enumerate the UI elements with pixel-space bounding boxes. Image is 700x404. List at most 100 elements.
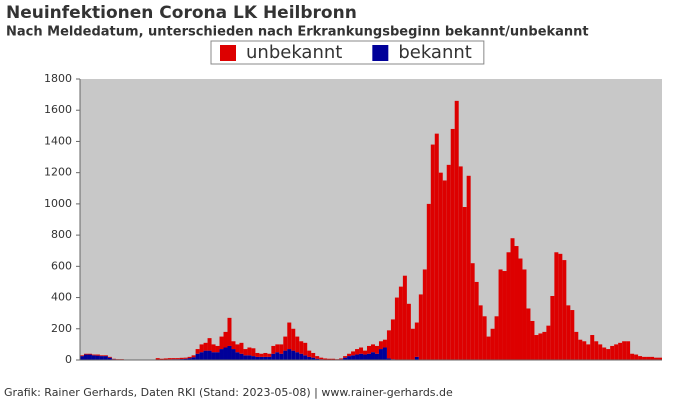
bar-segment xyxy=(216,352,220,360)
bar-segment xyxy=(188,357,192,358)
bar-segment xyxy=(475,282,479,360)
bar-segment xyxy=(176,358,180,359)
bar-segment xyxy=(224,348,228,360)
bar-segment xyxy=(212,344,216,352)
bar-segment xyxy=(247,348,251,356)
bar-segment xyxy=(239,354,243,360)
bar-segment xyxy=(503,271,507,360)
bar-segment xyxy=(299,341,303,353)
bar-segment xyxy=(586,344,590,360)
bar-segment xyxy=(168,358,172,359)
bar-segment xyxy=(463,207,467,360)
bar-segment xyxy=(399,287,403,360)
y-tick-label: 1400 xyxy=(44,134,72,147)
y-tick-label: 1600 xyxy=(44,103,72,116)
bar-segment xyxy=(299,354,303,360)
bar-segment xyxy=(375,346,379,354)
bar-segment xyxy=(263,353,267,357)
bar-segment xyxy=(606,349,610,360)
bar-segment xyxy=(247,355,251,360)
bar-segment xyxy=(96,355,100,356)
bar-segment xyxy=(355,349,359,354)
bar-segment xyxy=(287,323,291,350)
bar-segment xyxy=(164,358,168,359)
bar-segment xyxy=(570,310,574,360)
bar-segment xyxy=(403,276,407,360)
bar-segment xyxy=(92,355,96,360)
chart-title: Neuinfektionen Corona LK Heilbronn xyxy=(6,3,357,23)
bar-segment xyxy=(235,344,239,352)
bar-segment xyxy=(343,356,347,358)
bar-segment xyxy=(610,346,614,360)
bar-segment xyxy=(495,316,499,360)
bar-segment xyxy=(371,352,375,360)
bar-segment xyxy=(224,332,228,348)
bar-segment xyxy=(491,329,495,360)
bar-segment xyxy=(447,165,451,360)
bar-segment xyxy=(614,344,618,360)
legend-label: unbekannt xyxy=(246,42,342,63)
bar-segment xyxy=(303,343,307,355)
bar-segment xyxy=(626,341,630,360)
bar-segment xyxy=(80,356,84,360)
bar-segment xyxy=(602,348,606,360)
bar-segment xyxy=(451,129,455,360)
plot-background xyxy=(80,79,662,360)
y-tick-label: 1800 xyxy=(44,72,72,85)
bar-segment xyxy=(204,343,208,351)
bar-segment xyxy=(88,355,92,360)
bar-segment xyxy=(598,344,602,360)
bar-segment xyxy=(359,354,363,360)
bar-segment xyxy=(239,343,243,354)
bar-segment xyxy=(259,354,263,357)
bar-segment xyxy=(518,259,522,360)
bar-segment xyxy=(411,329,415,360)
bar-segment xyxy=(550,296,554,360)
bar-segment xyxy=(283,351,287,360)
y-tick-label: 800 xyxy=(51,228,72,241)
bar-segment xyxy=(479,305,483,360)
bar-segment xyxy=(594,341,598,360)
y-tick-label: 0 xyxy=(65,353,72,366)
bar-segment xyxy=(379,341,383,349)
bar-segment xyxy=(415,323,419,357)
bar-segment xyxy=(590,335,594,360)
bar-segment xyxy=(291,351,295,360)
bar-segment xyxy=(212,352,216,360)
bar-segment xyxy=(84,355,88,360)
bar-segment xyxy=(391,319,395,359)
bar-segment xyxy=(367,354,371,360)
bar-segment xyxy=(459,166,463,360)
bar-segment xyxy=(220,337,224,349)
bar-segment xyxy=(554,252,558,360)
bar-segment xyxy=(108,357,112,358)
bar-segment xyxy=(180,358,184,359)
bar-segment xyxy=(204,351,208,360)
bar-segment xyxy=(283,337,287,351)
y-tick-label: 600 xyxy=(51,259,72,272)
bar-segment xyxy=(359,348,363,354)
bar-segment xyxy=(351,355,355,360)
bar-segment xyxy=(275,352,279,360)
bar-segment xyxy=(347,356,351,360)
bar-segment xyxy=(80,355,84,356)
y-tick-label: 400 xyxy=(51,291,72,304)
bar-segment xyxy=(435,134,439,360)
bar-segment xyxy=(271,354,275,360)
bar-segment xyxy=(634,355,638,360)
bar-segment xyxy=(526,308,530,360)
bar-segment xyxy=(383,348,387,360)
bar-segment xyxy=(455,101,459,360)
bar-segment xyxy=(487,337,491,360)
bar-segment xyxy=(363,351,367,355)
bar-segment xyxy=(227,318,231,346)
bar-segment xyxy=(287,349,291,360)
bar-segment xyxy=(582,341,586,360)
bar-segment xyxy=(467,176,471,360)
bar-segment xyxy=(295,352,299,360)
bar-segment xyxy=(267,354,271,357)
bar-segment xyxy=(546,326,550,360)
bar-segment xyxy=(515,246,519,360)
bar-segment xyxy=(367,346,371,354)
y-tick-label: 200 xyxy=(51,322,72,335)
